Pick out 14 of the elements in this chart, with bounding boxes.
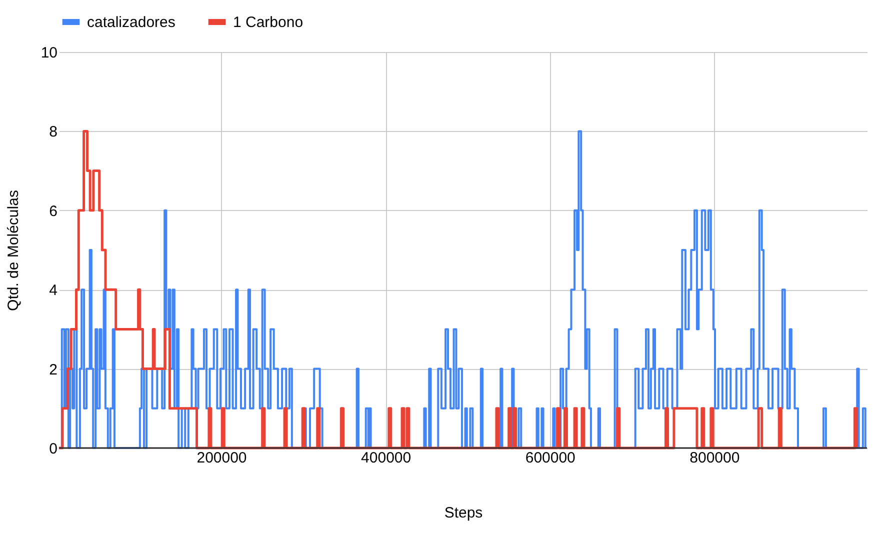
y-tick-label: 4	[49, 282, 58, 300]
y-tick-label: 8	[49, 124, 58, 141]
legend-label: catalizadores	[87, 14, 176, 31]
x-axis-title: Steps	[444, 504, 483, 522]
y-tick-label: 0	[49, 440, 58, 458]
y-tick-label: 6	[49, 202, 58, 220]
x-tick-label: 600000	[525, 450, 576, 466]
x-tick-label: 400000	[361, 450, 412, 466]
legend-label: 1 Carbono	[233, 14, 304, 31]
x-tick-label: 200000	[196, 450, 247, 466]
y-tick-label: 10	[40, 44, 58, 62]
y-tick-label: 2	[49, 361, 58, 378]
x-tick-label: 800000	[690, 450, 740, 466]
y-axis-title: Qtd. de Moléculas	[4, 190, 22, 311]
